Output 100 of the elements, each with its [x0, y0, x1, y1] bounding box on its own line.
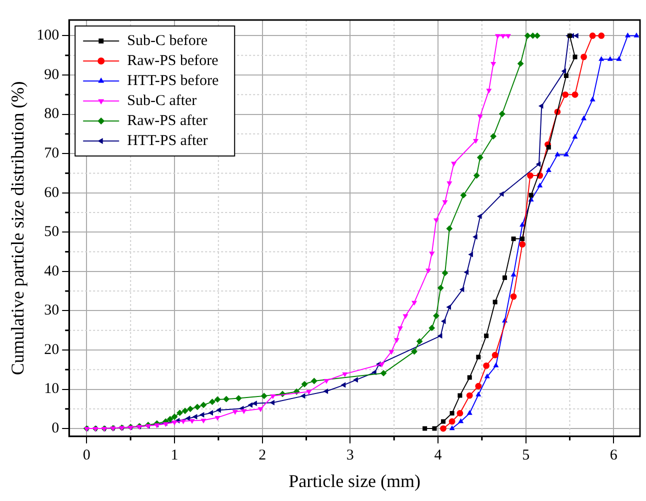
point [563, 152, 569, 156]
point [528, 192, 534, 198]
point [353, 377, 358, 383]
point [189, 419, 195, 424]
point [248, 402, 253, 408]
point [216, 407, 221, 413]
point [458, 393, 462, 398]
x-tick-label: 6 [610, 447, 618, 464]
point [519, 241, 526, 248]
point [483, 362, 490, 369]
point [214, 416, 220, 421]
point [340, 382, 346, 388]
y-tick-label: 30 [44, 302, 60, 319]
point [433, 218, 440, 224]
point [492, 352, 498, 358]
point [492, 300, 498, 304]
point [572, 54, 578, 60]
point [466, 392, 473, 399]
point [187, 406, 194, 412]
point [520, 236, 525, 242]
y-tick-label: 100 [36, 28, 60, 44]
point [306, 390, 312, 395]
point [590, 96, 596, 102]
x-tick-label: 3 [346, 447, 354, 464]
point [394, 338, 400, 343]
point [546, 167, 552, 172]
y-tick-label: 60 [44, 184, 60, 201]
point [493, 362, 499, 368]
y-tick-label: 0 [52, 420, 60, 436]
point [260, 392, 268, 400]
point [428, 324, 436, 332]
point [517, 60, 524, 67]
point [505, 34, 512, 39]
point [475, 382, 482, 390]
y-tick-label: 80 [44, 106, 60, 122]
point [200, 418, 206, 424]
point [241, 409, 247, 414]
point [426, 268, 432, 274]
point [300, 393, 306, 399]
legend-label: HTT-PS after [127, 132, 208, 149]
point [530, 32, 536, 39]
point [199, 412, 204, 418]
point [310, 378, 318, 384]
point [486, 88, 492, 94]
point [581, 115, 587, 120]
point [562, 91, 569, 98]
point [252, 400, 257, 406]
point [235, 395, 242, 402]
x-axis-title: Particle size (mm) [288, 470, 421, 491]
point [182, 408, 188, 414]
point [180, 419, 186, 424]
x-tick-label: 5 [522, 447, 530, 464]
point [440, 425, 446, 432]
point [223, 396, 230, 402]
point [484, 334, 489, 338]
point [379, 362, 385, 368]
point [194, 404, 201, 410]
legend-label: Sub-C after [127, 92, 197, 109]
point [589, 32, 596, 39]
point [440, 419, 446, 424]
point [397, 326, 403, 332]
point [498, 110, 506, 118]
point [477, 114, 483, 120]
point [572, 134, 578, 139]
point [616, 56, 622, 61]
legend-label: Sub-C before [127, 32, 208, 49]
point [561, 68, 566, 74]
point [451, 162, 457, 167]
point [634, 32, 640, 38]
point [232, 410, 238, 415]
point [580, 54, 587, 60]
x-tick-label: 0 [82, 447, 90, 464]
point [172, 420, 178, 426]
point [429, 252, 435, 257]
y-axis-title: Cumulative particle size distribution (%) [8, 81, 28, 376]
point [466, 410, 472, 415]
point [258, 407, 264, 412]
point [468, 252, 473, 258]
point [456, 410, 464, 416]
point [524, 32, 531, 39]
point [598, 32, 605, 39]
point [624, 32, 630, 38]
point [500, 34, 506, 39]
point [200, 402, 207, 408]
y-tick-label: 50 [44, 224, 60, 240]
point [208, 410, 213, 416]
point [433, 312, 440, 319]
point [510, 272, 516, 277]
point [442, 200, 448, 206]
point [476, 214, 482, 220]
point [301, 380, 308, 388]
point [442, 270, 448, 276]
point [323, 388, 328, 394]
point [380, 370, 387, 376]
point [494, 34, 500, 39]
point [432, 426, 437, 431]
x-tick-label: 4 [434, 447, 442, 464]
point [449, 425, 455, 430]
point [402, 314, 408, 319]
point [464, 269, 469, 275]
